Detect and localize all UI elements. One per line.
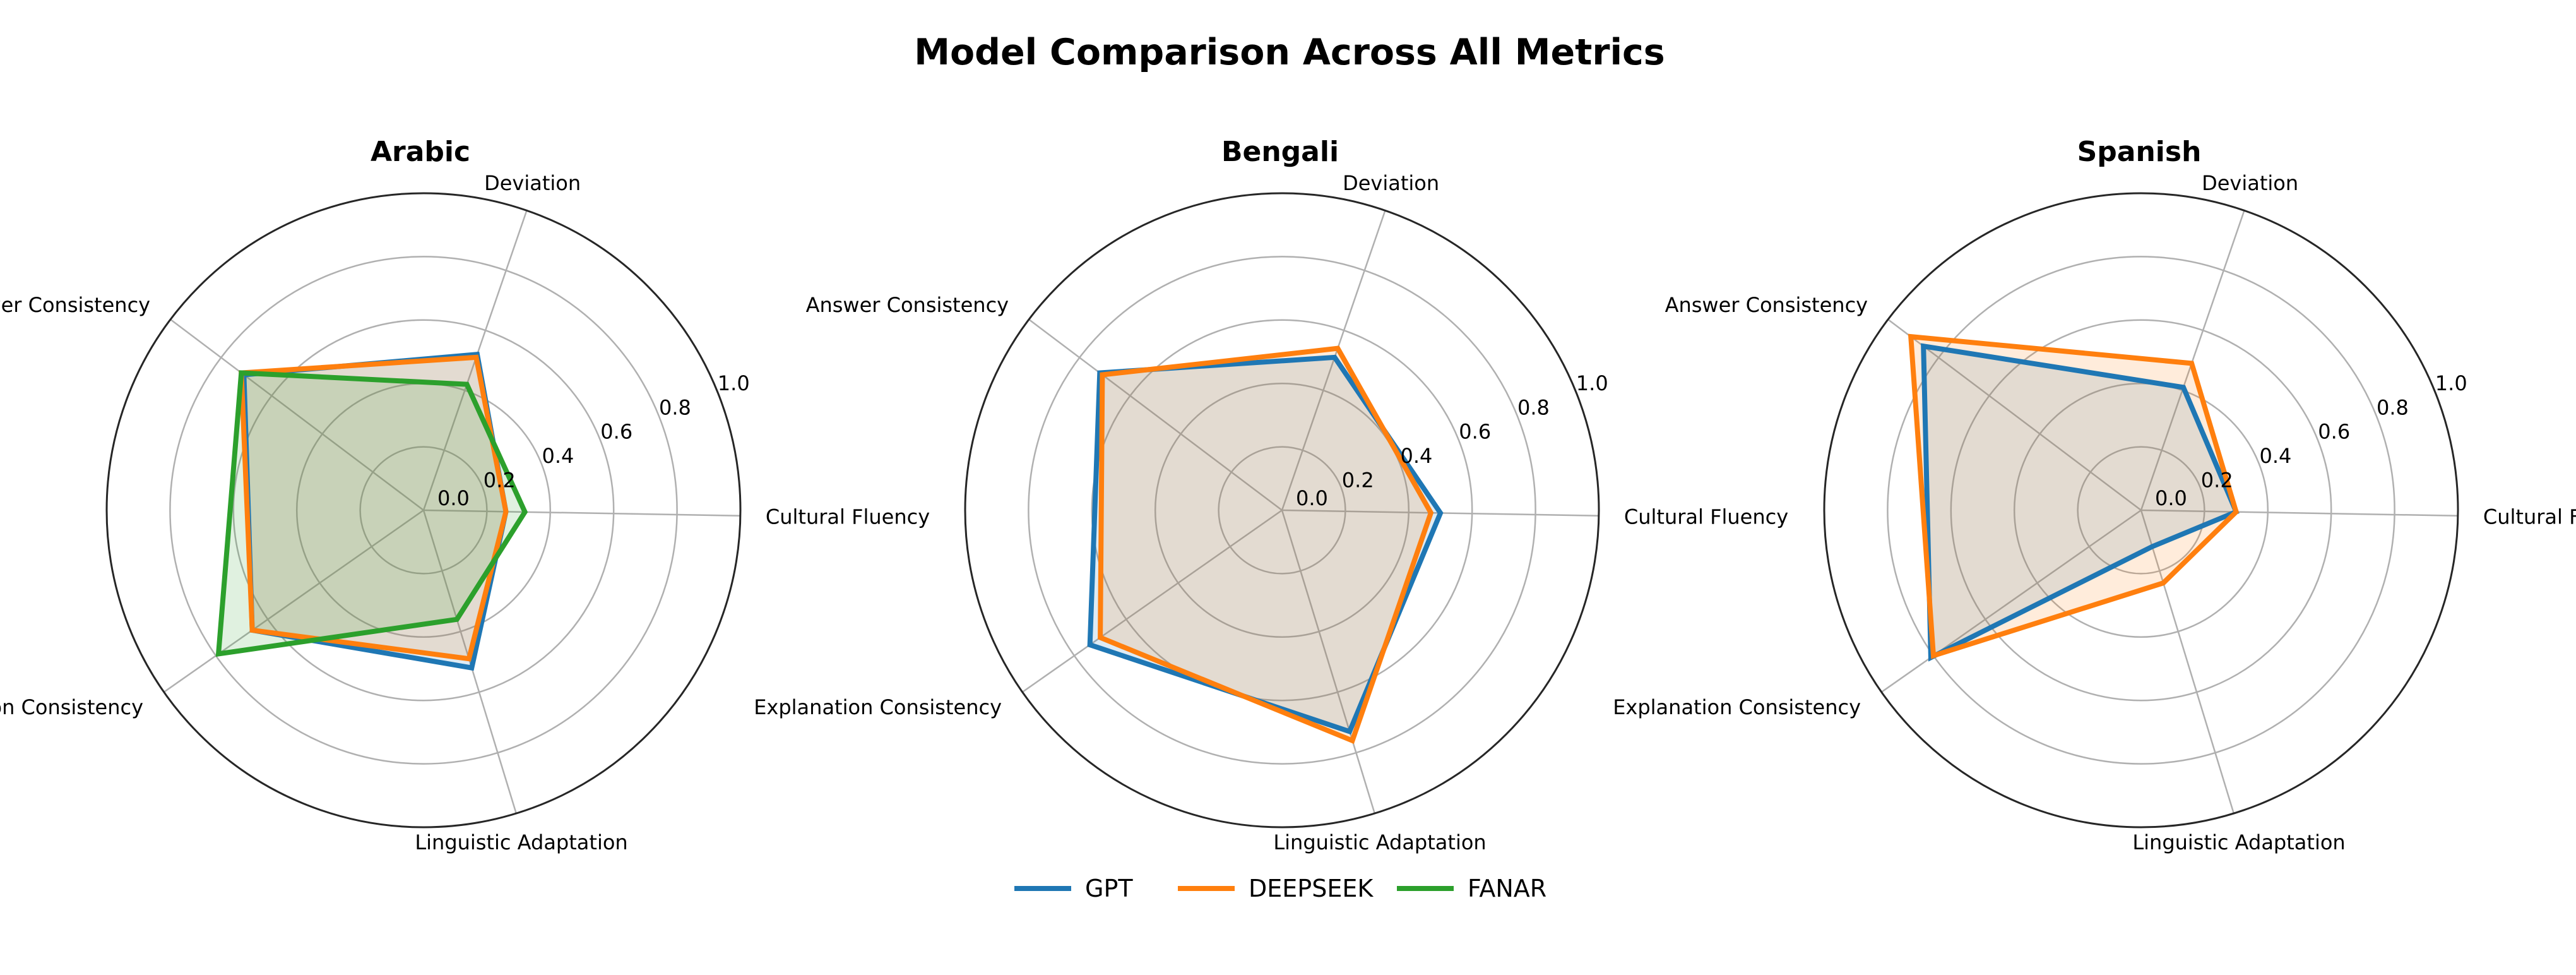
figure-title: Model Comparison Across All Metrics [914,32,1665,73]
tick-label: 0.8 [2377,395,2409,419]
spoke-line [1881,509,2142,693]
tick-label: 0.2 [484,469,516,493]
grid-ring [1091,319,1473,702]
outer-ring [105,192,742,828]
axis-label-cultural-fluency: Cultural Fluency [1624,505,1788,529]
series-line-fanar [215,370,528,657]
tick-label: 0.8 [659,395,691,419]
series-fill-gpt [1089,357,1440,732]
series-line-gpt [1921,343,2240,662]
tick-label: 0.2 [1342,469,1374,493]
axis-label-explanation-consistency: Explanation Consistency [754,695,1002,719]
radar-chart-bengali: Bengali 0.0 0.2 0.4 0.6 0.8 1.0 Cultural Fluen… [754,136,1788,854]
outer-ring [1823,192,2459,828]
legend-label-deepseek: DEEPSEEK [1249,875,1374,902]
series-fill-fanar [218,373,525,654]
radar-title-bengali: Bengali [1221,136,1339,168]
spoke-line [1022,509,1283,693]
series-line-gpt [1087,354,1444,735]
legend-label-fanar: FANAR [1468,875,1546,902]
grid-ring [359,446,488,575]
grid-ring [1887,256,2395,765]
tick-label: 0.6 [1459,420,1491,444]
axis-label-deviation: Deviation [484,171,581,195]
grid-ring [1218,446,1346,575]
tick-label: 1.0 [718,371,750,395]
axis-label-deviation: Deviation [1343,171,1439,195]
axis-label-answer-consistency: Answer Consistency [806,293,1009,317]
series-fill-deepseek [241,357,506,659]
series-fill-gpt [244,354,506,668]
axis-label-answer-consistency: Answer Consistency [0,293,150,317]
radar-chart-arabic: Arabic 0.0 0.2 0.4 0.6 0.8 1.0 Cultural Fluenc… [0,136,930,854]
spoke-line [1028,318,1283,511]
series-fill-deepseek [1911,337,2236,656]
series-fill-gpt [1923,346,2236,658]
series-line-deepseek [239,354,509,662]
spoke-line [422,510,517,814]
axis-label-linguistic-adaptation: Linguistic Adaptation [1273,830,1486,854]
axis-label-cultural-fluency: Cultural Fluency [2483,505,2576,529]
spoke-line [170,318,424,511]
tick-label: 0.6 [600,420,632,444]
tick-label: 0.4 [542,444,574,468]
radar-title-arabic: Arabic [371,136,470,168]
series-fill-deepseek [1100,348,1431,741]
legend-label-gpt: GPT [1085,875,1133,902]
tick-label: 0.4 [1401,444,1433,468]
axis-label-deviation: Deviation [2202,171,2298,195]
legend: GPT DEEPSEEK FANAR [1014,875,1546,902]
tick-label: 0.4 [2260,444,2292,468]
spoke-line [163,509,424,693]
grid-ring [232,319,615,702]
tick-label: 1.0 [2435,371,2467,395]
axis-label-cultural-fluency: Cultural Fluency [766,505,930,529]
tick-label: 0.0 [2155,486,2187,510]
spoke-line [2140,210,2245,511]
tick-label: 0.6 [2318,420,2350,444]
grid-ring [2013,382,2269,638]
axis-label-answer-consistency: Answer Consistency [1665,293,1868,317]
tick-label: 1.0 [1576,371,1608,395]
grid-ring [169,256,678,765]
series-line-deepseek [1908,333,2240,659]
axis-label-linguistic-adaptation: Linguistic Adaptation [2132,830,2345,854]
radar-title-spanish: Spanish [2077,136,2202,168]
axis-label-linguistic-adaptation: Linguistic Adaptation [415,830,627,854]
grid-ring [1154,382,1410,638]
tick-label: 0.2 [2201,469,2233,493]
spoke-line [1887,318,2142,511]
axis-label-explanation-consistency: Explanation Consistency [1613,695,1861,719]
grid-ring [1950,319,2332,702]
spoke-line [1281,210,1386,511]
spoke-line [1281,510,1375,814]
grid-ring [1028,256,1536,765]
tick-label: 0.0 [1296,486,1328,510]
outer-ring [964,192,1600,828]
spoke-line [2140,509,2458,517]
series-line-deepseek [1098,345,1434,745]
radar-chart-spanish: Spanish 0.0 0.2 0.4 0.6 0.8 1.0 Cultural Fluen… [1613,136,2576,854]
tick-label: 0.0 [437,486,470,510]
spoke-line [2140,510,2235,814]
grid-ring [2077,446,2205,575]
axis-label-explanation-consistency: Explanation Consistency [0,695,143,719]
spoke-line [423,509,740,517]
tick-label: 0.8 [1517,395,1550,419]
